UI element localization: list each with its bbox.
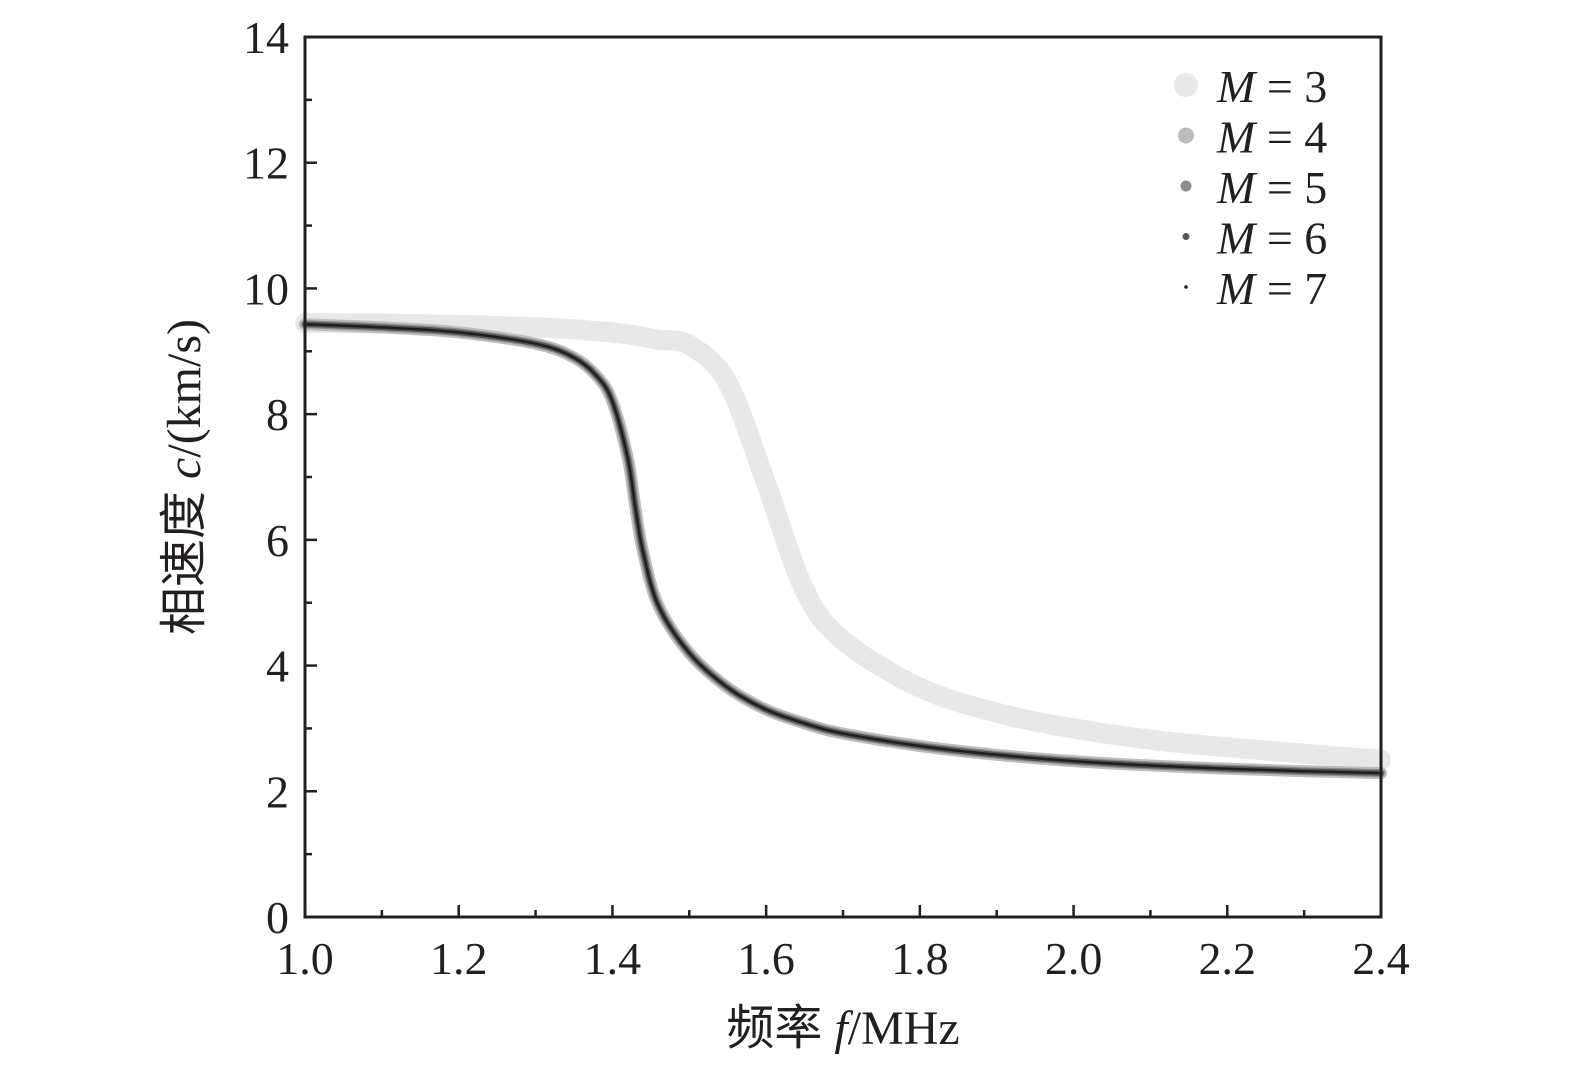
x-tick-label: 1.6 xyxy=(737,933,795,984)
x-tick-label: 1.2 xyxy=(430,933,488,984)
series-line-m-3 xyxy=(295,313,1391,770)
legend-marker xyxy=(1180,180,1192,192)
legend-marker xyxy=(1178,127,1194,144)
y-tick-label: 14 xyxy=(243,12,289,63)
x-tick-label: 1.8 xyxy=(891,933,949,984)
series-line-m-5 xyxy=(301,320,1385,778)
legend-marker xyxy=(1182,233,1190,240)
y-tick-label: 12 xyxy=(243,138,289,189)
y-axis-title: 相速度 c/(km/s) xyxy=(158,319,211,635)
y-tick-label: 8 xyxy=(266,389,289,440)
x-axis-title: 频率 f/MHz xyxy=(726,1002,959,1055)
y-tick-label: 4 xyxy=(266,641,289,692)
legend-label: M = 6 xyxy=(1216,213,1327,264)
legend-label: M = 7 xyxy=(1216,263,1327,314)
x-tick-label: 2.2 xyxy=(1199,933,1257,984)
legend: M = 3M = 4M = 5M = 6M = 7 xyxy=(1174,61,1327,314)
y-tick-label: 10 xyxy=(243,263,289,314)
y-tick-label: 2 xyxy=(266,766,289,817)
y-tick-label: 0 xyxy=(266,892,289,943)
x-tick-label: 2.0 xyxy=(1045,933,1103,984)
y-tick-label: 6 xyxy=(266,515,289,566)
ticks-layer xyxy=(303,35,1383,919)
series-layer xyxy=(295,313,1391,780)
legend-label: M = 4 xyxy=(1216,112,1327,163)
series-line-m-7 xyxy=(303,323,1383,775)
x-tick-label: 1.4 xyxy=(584,933,642,984)
legend-label: M = 5 xyxy=(1216,162,1327,213)
x-tick-label: 2.4 xyxy=(1352,933,1410,984)
series-line-m-6 xyxy=(302,321,1384,776)
legend-label: M = 3 xyxy=(1216,61,1327,112)
x-tick-labels: 1.0 1.2 1.4 1.6 1.8 2.0 2.2 2.4 xyxy=(276,933,1410,984)
legend-marker xyxy=(1184,285,1188,289)
x-tick-label: 1.0 xyxy=(276,933,334,984)
legend-marker xyxy=(1174,73,1198,97)
series-line-m-4 xyxy=(299,318,1387,780)
y-tick-labels: 0 2 4 6 8 10 12 14 xyxy=(243,12,289,943)
